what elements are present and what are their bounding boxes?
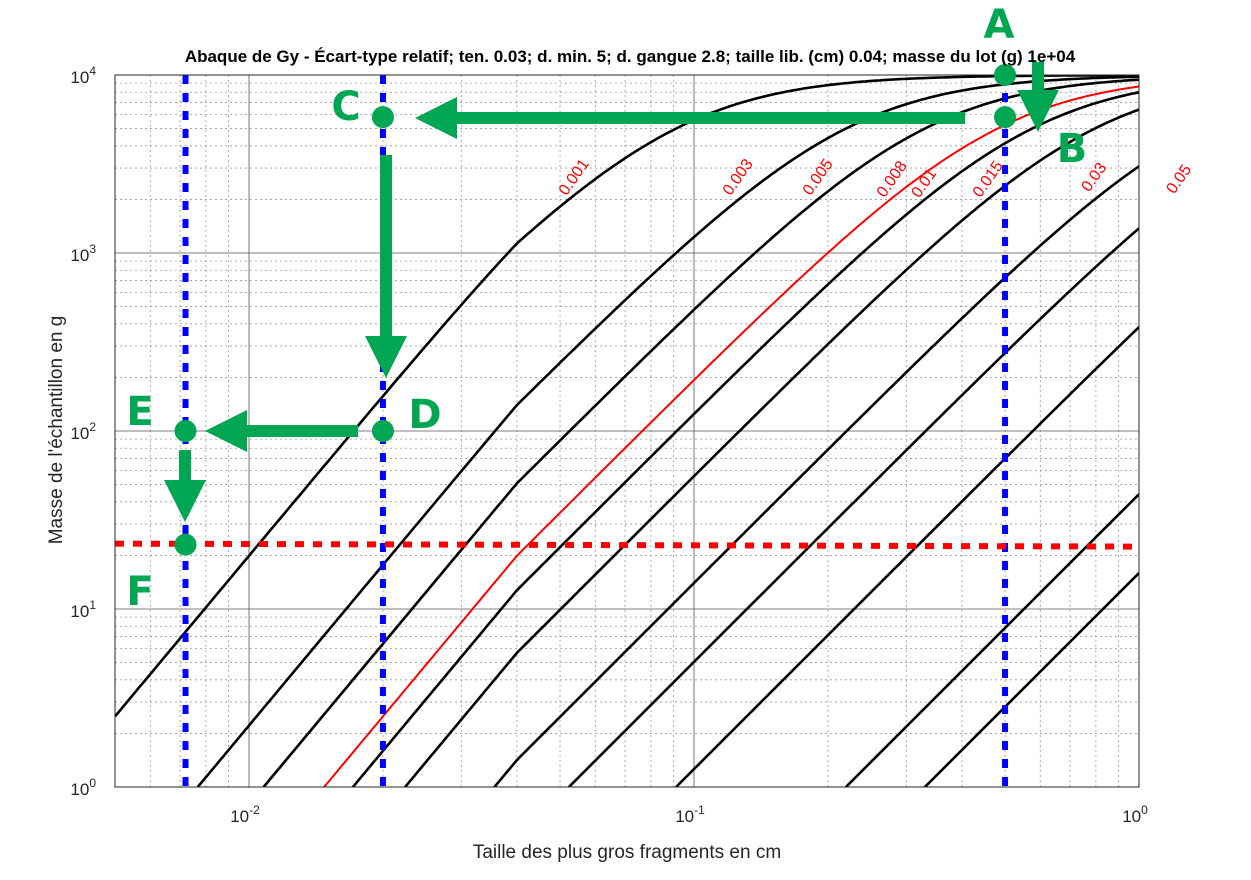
y-tick-exponent: 0 [89, 776, 96, 790]
y-tick-exponent: 1 [89, 598, 96, 612]
x-tick-exponent: 0 [1141, 803, 1148, 817]
y-tick-label: 102 [70, 420, 96, 443]
annotation-letter-A: A [984, 2, 1015, 48]
curve-sigma-0.5 [923, 572, 1139, 787]
horizontal-reference-line [115, 540, 1139, 550]
x-tick-label: 10-1 [675, 803, 705, 826]
annotation-letter-B: B [1057, 126, 1088, 172]
arrow-a-to-b-head [1017, 90, 1059, 132]
annotation-letter-D: D [408, 392, 441, 438]
reference-lines [115, 75, 1139, 787]
y-tick-exponent: 3 [89, 242, 96, 256]
annotation-letter-C: C [331, 84, 360, 130]
x-tick-label: 100 [1122, 803, 1148, 826]
axes-box [114, 74, 1140, 788]
y-axis-label: Masse de l'échantillon en g [46, 316, 67, 545]
y-tick-label: 101 [70, 598, 96, 621]
annotation-letter-F: F [126, 569, 153, 615]
arrow-e-to-f-head [164, 480, 206, 522]
curve-sigma-0.005 [262, 78, 1139, 787]
curve-sigma-0.3 [844, 493, 1139, 787]
y-tick-label: 104 [70, 64, 96, 87]
annotation-point-C [371, 106, 394, 129]
curve-sigma-0.05 [567, 227, 1139, 787]
arrow-b-to-c-head [415, 97, 457, 139]
annotation-point-E [174, 420, 197, 442]
curve-sigma-0.015 [404, 108, 1139, 787]
chart-title: Abaque de Gy - Écart-type relatif; ten. … [185, 47, 1076, 66]
curve-label: 0.05 [1163, 162, 1195, 197]
arrow-d-to-e-head [205, 410, 247, 452]
annotation-letter-E: E [126, 389, 153, 435]
annotation-point-A [994, 64, 1017, 86]
y-tick-label: 103 [70, 242, 96, 265]
curve-sigma-0.01 [351, 91, 1139, 787]
x-tick-label: 10-2 [230, 803, 260, 826]
y-tick-exponent: 4 [89, 64, 96, 78]
annotations: A B C D E F [126, 2, 1087, 615]
annotation-point-F [174, 533, 197, 556]
curve-sigma-0.001 [115, 75, 1139, 718]
y-tick-exponent: 2 [89, 420, 96, 434]
x-axis-label: Taille des plus gros fragments en cm [473, 842, 781, 863]
curve-sigma-0.03 [493, 165, 1139, 787]
x-tick-exponent: -1 [694, 803, 705, 817]
x-tick-exponent: -2 [249, 803, 260, 817]
y-tick-label: 100 [70, 776, 96, 799]
curves [115, 75, 1139, 787]
curve-sigma-0.1 [675, 326, 1139, 787]
curve-sigma-0.003 [196, 75, 1139, 787]
annotation-point-D [371, 420, 394, 442]
annotation-point-B [994, 106, 1017, 129]
arrow-c-to-d-head [365, 336, 407, 378]
